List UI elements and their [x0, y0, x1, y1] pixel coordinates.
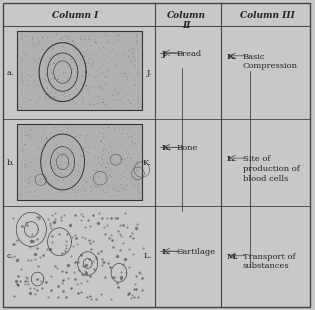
Text: L.: L.	[161, 248, 170, 256]
Text: M.: M.	[227, 253, 239, 261]
Text: K.: K.	[227, 53, 237, 61]
Text: Site of
production of
blood cells: Site of production of blood cells	[243, 155, 300, 183]
Bar	[17, 31, 142, 110]
Text: Column III: Column III	[240, 11, 295, 20]
Text: Basic
Compression: Basic Compression	[243, 53, 298, 70]
Text: Column
II: Column II	[167, 11, 206, 30]
Text: K.: K.	[143, 159, 152, 167]
Bar	[17, 124, 142, 200]
Text: Bone: Bone	[177, 144, 198, 152]
Text: L.: L.	[227, 155, 236, 163]
Text: J.: J.	[161, 50, 168, 58]
Text: Transport of
substances: Transport of substances	[243, 253, 295, 270]
Text: Bread: Bread	[177, 50, 202, 58]
Text: c.: c.	[6, 252, 14, 260]
Text: L.: L.	[144, 252, 152, 260]
Text: b.: b.	[6, 159, 14, 167]
Text: Cartilage: Cartilage	[177, 248, 216, 256]
Text: a.: a.	[6, 69, 14, 77]
Text: Column I: Column I	[52, 11, 98, 20]
Text: K.: K.	[161, 144, 171, 152]
Text: J.: J.	[146, 69, 152, 77]
